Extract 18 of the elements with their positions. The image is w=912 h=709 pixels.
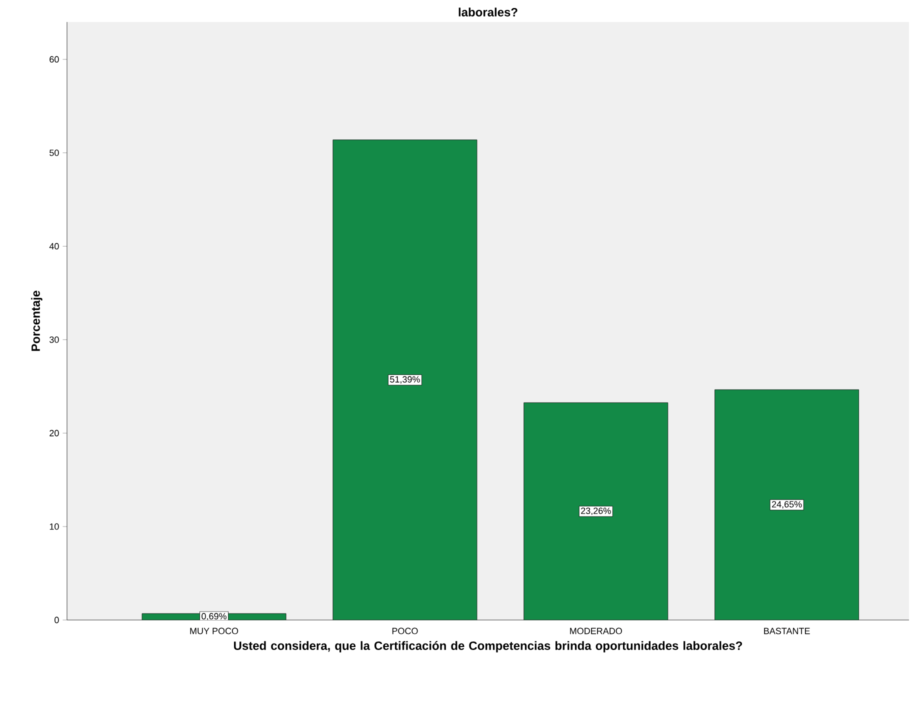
data-label: 23,26%	[581, 508, 611, 516]
y-axis-title: Porcentaje	[31, 290, 42, 351]
y-tick-label: 10	[50, 523, 59, 530]
y-tick-label: 50	[50, 150, 59, 156]
x-tick-label: BASTANTE	[764, 628, 810, 634]
y-tick-label: 0	[54, 616, 59, 624]
x-axis-title: Usted considera, que la Certificación de Competencias brinda oportunidades laborales?	[234, 641, 742, 652]
x-tick-label: MODERADO	[570, 628, 622, 634]
data-label: 24,65%	[772, 501, 802, 509]
chart-title: laborales?	[458, 8, 518, 16]
x-tick-label: MUY POCO	[190, 628, 238, 634]
y-tick-label: 60	[50, 56, 59, 63]
y-tick-label: 40	[49, 243, 59, 250]
data-label: 0,69%	[202, 613, 226, 620]
x-tick-label: POCO	[392, 628, 418, 634]
y-tick-label: 20	[50, 430, 59, 436]
data-label: 51,39%	[390, 376, 420, 384]
y-tick-label: 30	[50, 336, 59, 343]
